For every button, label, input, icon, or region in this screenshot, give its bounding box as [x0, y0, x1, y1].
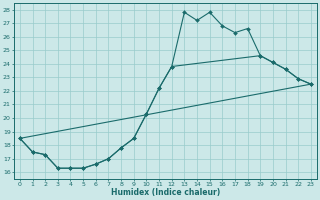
X-axis label: Humidex (Indice chaleur): Humidex (Indice chaleur) — [111, 188, 220, 197]
